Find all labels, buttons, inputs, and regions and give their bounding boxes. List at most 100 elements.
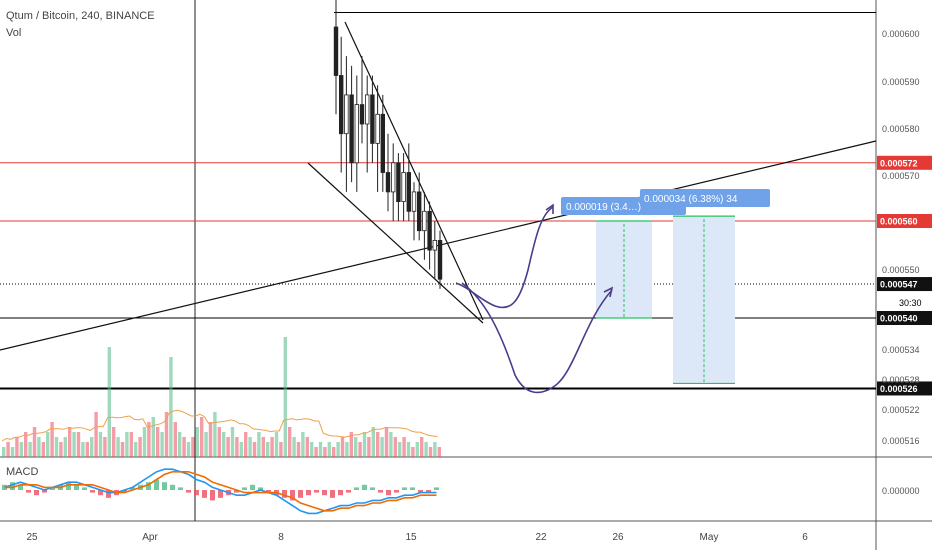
volume-bar-31 [138, 437, 142, 457]
volume-bar-96 [424, 442, 428, 457]
candle-body-2 [344, 94, 349, 135]
volume-bar-17 [76, 432, 81, 457]
x-tick-6: May [700, 532, 719, 543]
measure-label-bg-1 [640, 189, 770, 207]
measure-label-1: 0.000034 (6.38%) 34 [644, 194, 738, 205]
macd-hist-22 [178, 487, 183, 490]
volume-bar-94 [415, 442, 419, 457]
candle-body-8 [375, 113, 380, 144]
macd-hist-50 [402, 487, 407, 490]
level-tag-text-4: 0.000526 [880, 384, 918, 394]
macd-hist-2 [18, 484, 23, 490]
volume-bar-62 [274, 432, 279, 457]
signal-line [4, 471, 437, 512]
macd-hist-6 [50, 487, 55, 490]
volume-bar-55 [244, 432, 248, 457]
volume-bar-42 [186, 442, 191, 457]
level-tag-text-2: 0.000547 [880, 280, 918, 290]
volume-bar-60 [266, 442, 270, 457]
volume-bar-19 [85, 442, 89, 457]
measure-label-0: 0.000019 (3.4…) [566, 202, 641, 213]
volume-bar-21 [94, 412, 98, 457]
volume-bar-69 [305, 437, 309, 457]
volume-bar-76 [336, 442, 340, 457]
volume-bar-77 [340, 437, 345, 457]
x-tick-1: Apr [142, 532, 158, 543]
volume-bar-82 [362, 432, 367, 457]
level-tag-3 [877, 311, 932, 325]
macd-hist-25 [202, 490, 207, 498]
volume-bar-30 [134, 442, 138, 457]
candle-body-1 [338, 75, 344, 135]
x-tick-3: 15 [405, 532, 417, 543]
level-tag-4 [877, 381, 932, 396]
macd-hist-3 [26, 490, 31, 493]
candle-body-16 [416, 191, 422, 232]
volume-bar-26 [116, 437, 120, 457]
volume-bar-27 [120, 442, 125, 457]
volume-bar-79 [349, 432, 353, 457]
volume-bar-92 [406, 442, 411, 457]
macd-hist-40 [322, 490, 327, 496]
candle-body-5 [359, 104, 365, 125]
volume-bar-25 [112, 427, 116, 457]
volume-bar-90 [398, 442, 402, 457]
volume-bar-14 [63, 437, 67, 457]
macd-hist-32 [258, 487, 263, 490]
volume-bar-11 [50, 422, 54, 457]
macd-hist-39 [314, 490, 319, 493]
y-tick-10: 0.000516 [882, 436, 920, 446]
macd-hist-45 [362, 484, 367, 490]
macd-hist-44 [354, 487, 359, 490]
volume-bar-37 [164, 412, 169, 457]
y-tick-3: 0.000570 [882, 171, 920, 181]
y-tick-7: 0.000534 [882, 345, 920, 355]
volume-bar-72 [318, 442, 323, 457]
macd-hist-37 [298, 490, 303, 498]
volume-bar-56 [248, 437, 252, 457]
macd-line [4, 468, 437, 515]
y-tick-2: 0.000580 [882, 124, 920, 134]
macd-hist-8 [66, 482, 71, 490]
volume-bar-9 [41, 442, 45, 457]
volume-bar-61 [270, 437, 274, 457]
macd-hist-15 [122, 490, 127, 493]
macd-hist-4 [34, 490, 39, 496]
volume-bar-87 [384, 427, 389, 457]
volume-bar-50 [222, 432, 226, 457]
candle-body-19 [432, 239, 437, 251]
macd-hist-13 [106, 490, 111, 498]
volume-bar-52 [230, 427, 235, 457]
level-tag-1 [877, 214, 932, 228]
candle-body-13 [401, 172, 406, 203]
volume-bar-38 [169, 357, 173, 457]
channel-lower-line [307, 162, 484, 324]
macd-hist-41 [330, 490, 335, 498]
macd-hist-11 [90, 490, 95, 493]
volume-bar-58 [257, 432, 261, 457]
volume-bar-18 [81, 442, 85, 457]
y-tick-9: 0.000522 [882, 405, 920, 415]
y-tick-0: 0.000600 [882, 29, 920, 39]
volume-bar-78 [345, 442, 349, 457]
volume-bar-12 [54, 437, 59, 457]
volume-bar-6 [28, 442, 32, 457]
y-tick-8: 0.000528 [882, 375, 920, 385]
level-tag-2 [877, 277, 932, 292]
macd-hist-30 [242, 487, 247, 490]
level-tag-0 [877, 155, 932, 170]
volume-bar-65 [288, 427, 292, 457]
candle-body-12 [396, 162, 401, 203]
macd-hist-19 [154, 479, 159, 490]
volume-bar-59 [261, 437, 265, 457]
volume-bar-3 [15, 437, 19, 457]
macd-hist-29 [234, 490, 239, 493]
volume-bar-43 [191, 437, 195, 457]
volume-bar-33 [147, 422, 151, 457]
volume-bar-24 [107, 347, 111, 457]
level-tag-text-3: 0.000540 [880, 314, 918, 324]
volume-bar-4 [19, 442, 23, 457]
macd-hist-21 [170, 484, 175, 490]
x-tick-7: 6 [802, 532, 808, 543]
